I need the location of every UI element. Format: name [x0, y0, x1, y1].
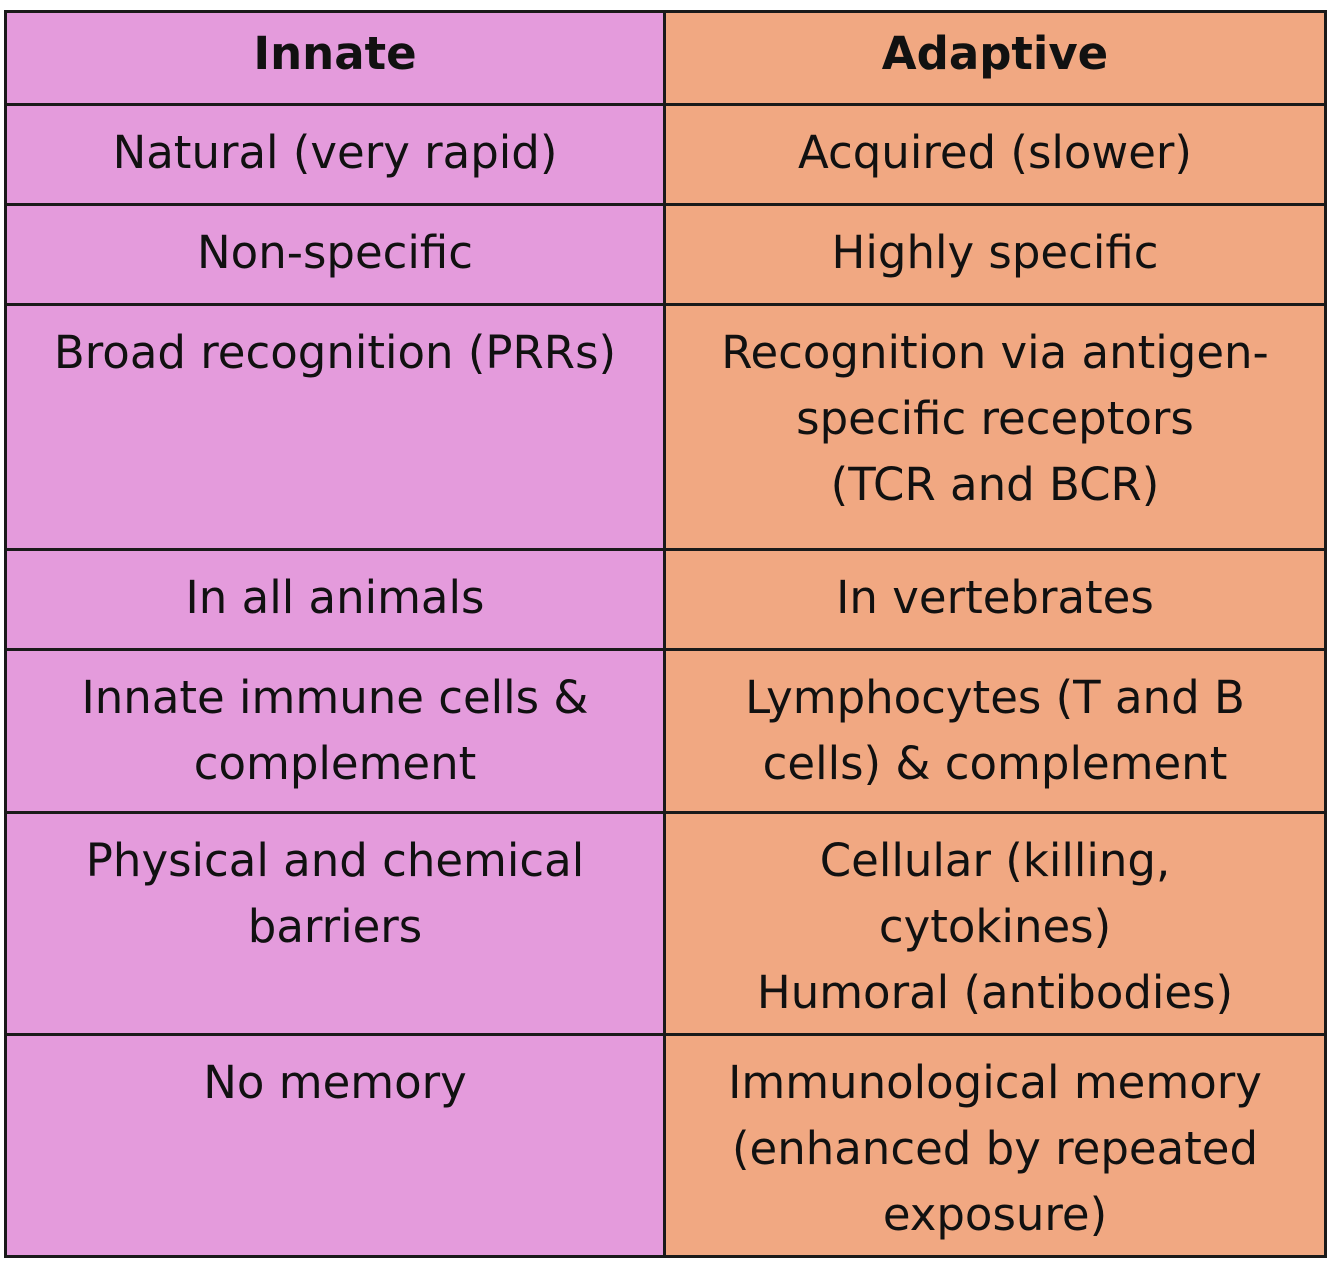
cell-line: Cellular (killing,: [819, 834, 1171, 887]
cell-line: Acquired (slower): [798, 126, 1192, 179]
cell-line: Highly specific: [831, 226, 1159, 279]
innate-cell: In all animals: [4, 548, 666, 651]
cell-line: exposure): [882, 1188, 1108, 1241]
cell-line: (TCR and BCR): [830, 458, 1160, 511]
cell-line: Immunological memory: [728, 1056, 1262, 1109]
adaptive-cell: In vertebrates: [663, 548, 1327, 651]
cell-line: Innate immune cells &: [81, 671, 589, 724]
cell-line: Broad recognition (PRRs): [53, 326, 617, 379]
cell-line: barriers: [247, 900, 423, 953]
cell-line: Lymphocytes (T and B: [745, 671, 1245, 724]
header-adaptive: Adaptive: [663, 10, 1327, 106]
cell-line: specific receptors: [796, 392, 1194, 445]
adaptive-cell: Acquired (slower): [663, 103, 1327, 206]
comparison-table: Innate Adaptive Natural (very rapid) Acq…: [4, 10, 1327, 1258]
table-row: Physical and chemical barriers Cellular …: [4, 811, 1327, 1036]
cell-line: No memory: [203, 1056, 467, 1109]
innate-cell: Non-specific: [4, 203, 666, 306]
innate-cell: Broad recognition (PRRs): [4, 303, 666, 551]
table-row: In all animals In vertebrates: [4, 548, 1327, 651]
header-innate: Innate: [4, 10, 666, 106]
table-row: Natural (very rapid) Acquired (slower): [4, 103, 1327, 206]
cell-line: complement: [193, 737, 477, 790]
innate-cell: No memory: [4, 1033, 666, 1258]
header-row: Innate Adaptive: [4, 10, 1327, 106]
adaptive-cell: Cellular (killing, cytokines) Humoral (a…: [663, 811, 1327, 1036]
cell-line: Recognition via antigen-: [721, 326, 1269, 379]
cell-line: Natural (very rapid): [112, 126, 558, 179]
cell-line: Humoral (antibodies): [756, 966, 1234, 1019]
adaptive-cell: Recognition via antigen- specific recept…: [663, 303, 1327, 551]
innate-cell: Natural (very rapid): [4, 103, 666, 206]
cell-line: (enhanced by repeated: [731, 1122, 1259, 1175]
innate-cell: Physical and chemical barriers: [4, 811, 666, 1036]
table-row: Broad recognition (PRRs) Recognition via…: [4, 303, 1327, 551]
cell-line: In all animals: [185, 571, 485, 624]
cell-line: cells) & complement: [762, 737, 1228, 790]
adaptive-cell: Highly specific: [663, 203, 1327, 306]
cell-line: Non-specific: [197, 226, 473, 279]
adaptive-cell: Immunological memory (enhanced by repeat…: [663, 1033, 1327, 1258]
adaptive-cell: Lymphocytes (T and B cells) & complement: [663, 648, 1327, 814]
table-row: Innate immune cells & complement Lymphoc…: [4, 648, 1327, 814]
table-row: Non-specific Highly specific: [4, 203, 1327, 306]
cell-line: cytokines): [878, 900, 1112, 953]
table-row: No memory Immunological memory (enhanced…: [4, 1033, 1327, 1258]
cell-line: Physical and chemical: [85, 834, 585, 887]
innate-cell: Innate immune cells & complement: [4, 648, 666, 814]
cell-line: In vertebrates: [836, 571, 1154, 624]
